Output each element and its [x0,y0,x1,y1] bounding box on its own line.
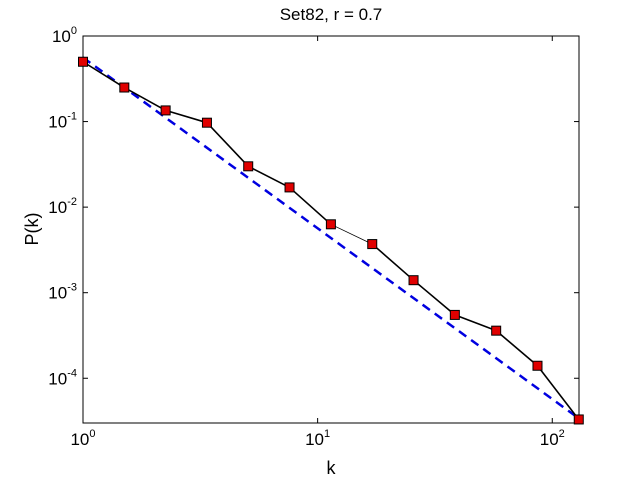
plot-area [82,35,580,424]
data-line-segment [454,314,497,332]
data-line-segment [82,61,125,89]
x-tick-label: 100 [70,428,95,449]
x-tick-exponent: 1 [324,428,330,440]
data-line-segment [247,165,290,189]
data-point [573,414,584,425]
x-tick-label: 102 [540,428,565,449]
chart-title: Set82, r = 0.7 [280,5,383,24]
fit-line [82,56,580,420]
data-line-segment [371,243,415,281]
y-tick-exponent: 0 [71,25,77,37]
data-point [201,117,212,128]
y-tick-base: 10 [48,284,67,303]
data-point [367,239,378,250]
data-point [408,275,419,286]
data-point [119,82,130,93]
y-tick-base: 10 [52,27,71,46]
data-line-segment [123,86,167,112]
data-point [78,56,88,67]
data-point [160,105,171,116]
y-axis-label: P(k) [22,213,42,246]
data-point [243,161,254,172]
y-tick-exponent: -2 [67,196,77,208]
y-tick-base: 10 [48,369,67,388]
x-tick-exponent: 0 [89,428,95,440]
y-tick-exponent: -4 [67,367,77,379]
data-line-segment [206,122,249,167]
data-line-segment [289,186,332,225]
x-tick-base: 10 [540,430,559,449]
data-point [491,325,502,336]
y-tick-label: 10-2 [48,196,77,217]
data-line-segment [495,330,539,367]
data-point [284,182,295,193]
x-tick-exponent: 2 [559,428,565,440]
x-tick-base: 10 [305,430,324,449]
x-tick-label: 101 [305,428,330,449]
y-tick-base: 10 [48,198,67,217]
data-line-segment [165,109,208,124]
data-line-segment [413,279,456,316]
y-tick-base: 10 [48,113,67,132]
data-line-segment [536,365,580,420]
y-tick-label: 10-4 [48,367,77,388]
data-point [449,309,460,320]
data-point [532,360,543,371]
series-layer [78,56,584,425]
x-tick-base: 10 [70,430,89,449]
x-axis-label: k [327,458,337,478]
y-tick-label: 100 [52,25,77,46]
y-tick-label: 10-3 [48,282,77,303]
y-tick-label: 10-1 [48,111,77,132]
data-line-segment [330,223,373,245]
y-tick-exponent: -3 [67,282,77,294]
y-tick-exponent: -1 [67,111,77,123]
data-point [325,219,336,230]
